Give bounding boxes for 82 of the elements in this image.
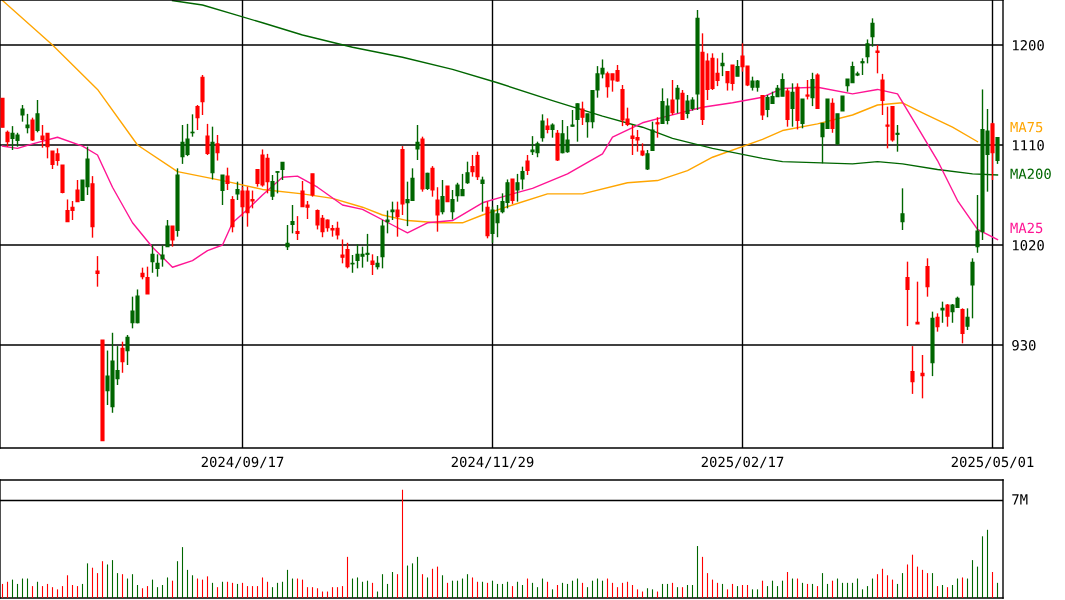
candlestick <box>125 334 130 366</box>
candlestick <box>120 340 125 374</box>
candlestick <box>810 72 815 107</box>
candlestick <box>675 84 680 115</box>
candlestick <box>910 345 915 395</box>
y-tick-label: 1200 <box>1013 40 1044 51</box>
candlestick <box>440 179 445 216</box>
candlestick <box>235 180 240 201</box>
candlestick <box>150 244 155 274</box>
x-tick-label: 2024/09/17 <box>201 456 284 469</box>
candlestick <box>870 17 875 48</box>
candlestick <box>720 52 725 77</box>
candlestick <box>580 100 585 126</box>
candlestick <box>225 166 230 191</box>
candlestick <box>75 179 80 203</box>
series-label: MA200 <box>1010 168 1051 180</box>
candlestick <box>465 160 470 185</box>
candlestick <box>655 116 660 139</box>
series-label: MA25 <box>1010 222 1043 234</box>
candlestick <box>370 253 375 276</box>
ref-line-label: 7M <box>1012 494 1028 505</box>
candlestick <box>935 312 940 333</box>
candlestick <box>540 113 545 143</box>
candlestick <box>290 204 295 235</box>
candlestick <box>170 225 175 248</box>
candlestick <box>650 120 655 152</box>
candlestick <box>915 280 920 325</box>
candlestick <box>95 255 100 288</box>
candlestick <box>875 44 880 75</box>
candlestick <box>435 186 440 233</box>
candlestick <box>430 165 435 198</box>
candlestick <box>520 165 525 191</box>
candlestick <box>155 253 160 278</box>
candlestick <box>515 173 520 203</box>
candlestick <box>270 174 275 201</box>
candlestick <box>905 260 910 327</box>
candlestick <box>965 307 970 331</box>
candlestick <box>970 257 975 320</box>
candlestick <box>25 113 30 135</box>
candlestick <box>510 178 515 205</box>
candlestick <box>165 219 170 248</box>
candlestick <box>160 244 165 268</box>
candlestick <box>760 94 765 121</box>
x-tick-label: 2025/02/17 <box>701 456 784 469</box>
candlestick <box>895 124 900 153</box>
candlestick <box>920 354 925 400</box>
candlestick <box>880 73 885 116</box>
candlestick <box>925 257 930 298</box>
candlestick <box>960 307 965 345</box>
candlestick <box>450 189 455 221</box>
candlestick <box>940 300 945 324</box>
candlestick <box>525 154 530 176</box>
candlestick <box>790 82 795 128</box>
candlestick <box>945 303 950 328</box>
candlestick <box>670 79 675 116</box>
x-tick-label: 2025/05/01 <box>951 456 1034 469</box>
candlestick <box>385 209 390 235</box>
line-series <box>1 0 979 224</box>
x-tick-label: 2024/11/29 <box>451 456 534 469</box>
candlestick <box>310 173 315 198</box>
candlestick <box>295 215 300 241</box>
candlestick <box>395 200 400 238</box>
candlestick <box>145 265 150 295</box>
candlestick <box>480 175 485 213</box>
candlestick <box>575 102 580 143</box>
candlestick <box>995 136 1000 165</box>
y-tick-label: 1020 <box>1013 240 1044 251</box>
candlestick <box>900 187 905 231</box>
y-tick-label: 930 <box>1012 340 1036 351</box>
candlestick <box>390 200 395 221</box>
candlestick <box>35 99 40 134</box>
candlestick <box>805 79 810 101</box>
candlestick <box>215 134 220 162</box>
candlestick <box>195 104 200 131</box>
y-tick-label: 1110 <box>1013 140 1044 151</box>
candlestick <box>275 170 280 195</box>
candlestick <box>285 224 290 251</box>
text: MA75 <box>1010 121 1043 133</box>
candlestick <box>220 174 225 206</box>
candlestick <box>865 38 870 65</box>
candlestick <box>205 123 210 156</box>
candlestick <box>415 124 420 161</box>
